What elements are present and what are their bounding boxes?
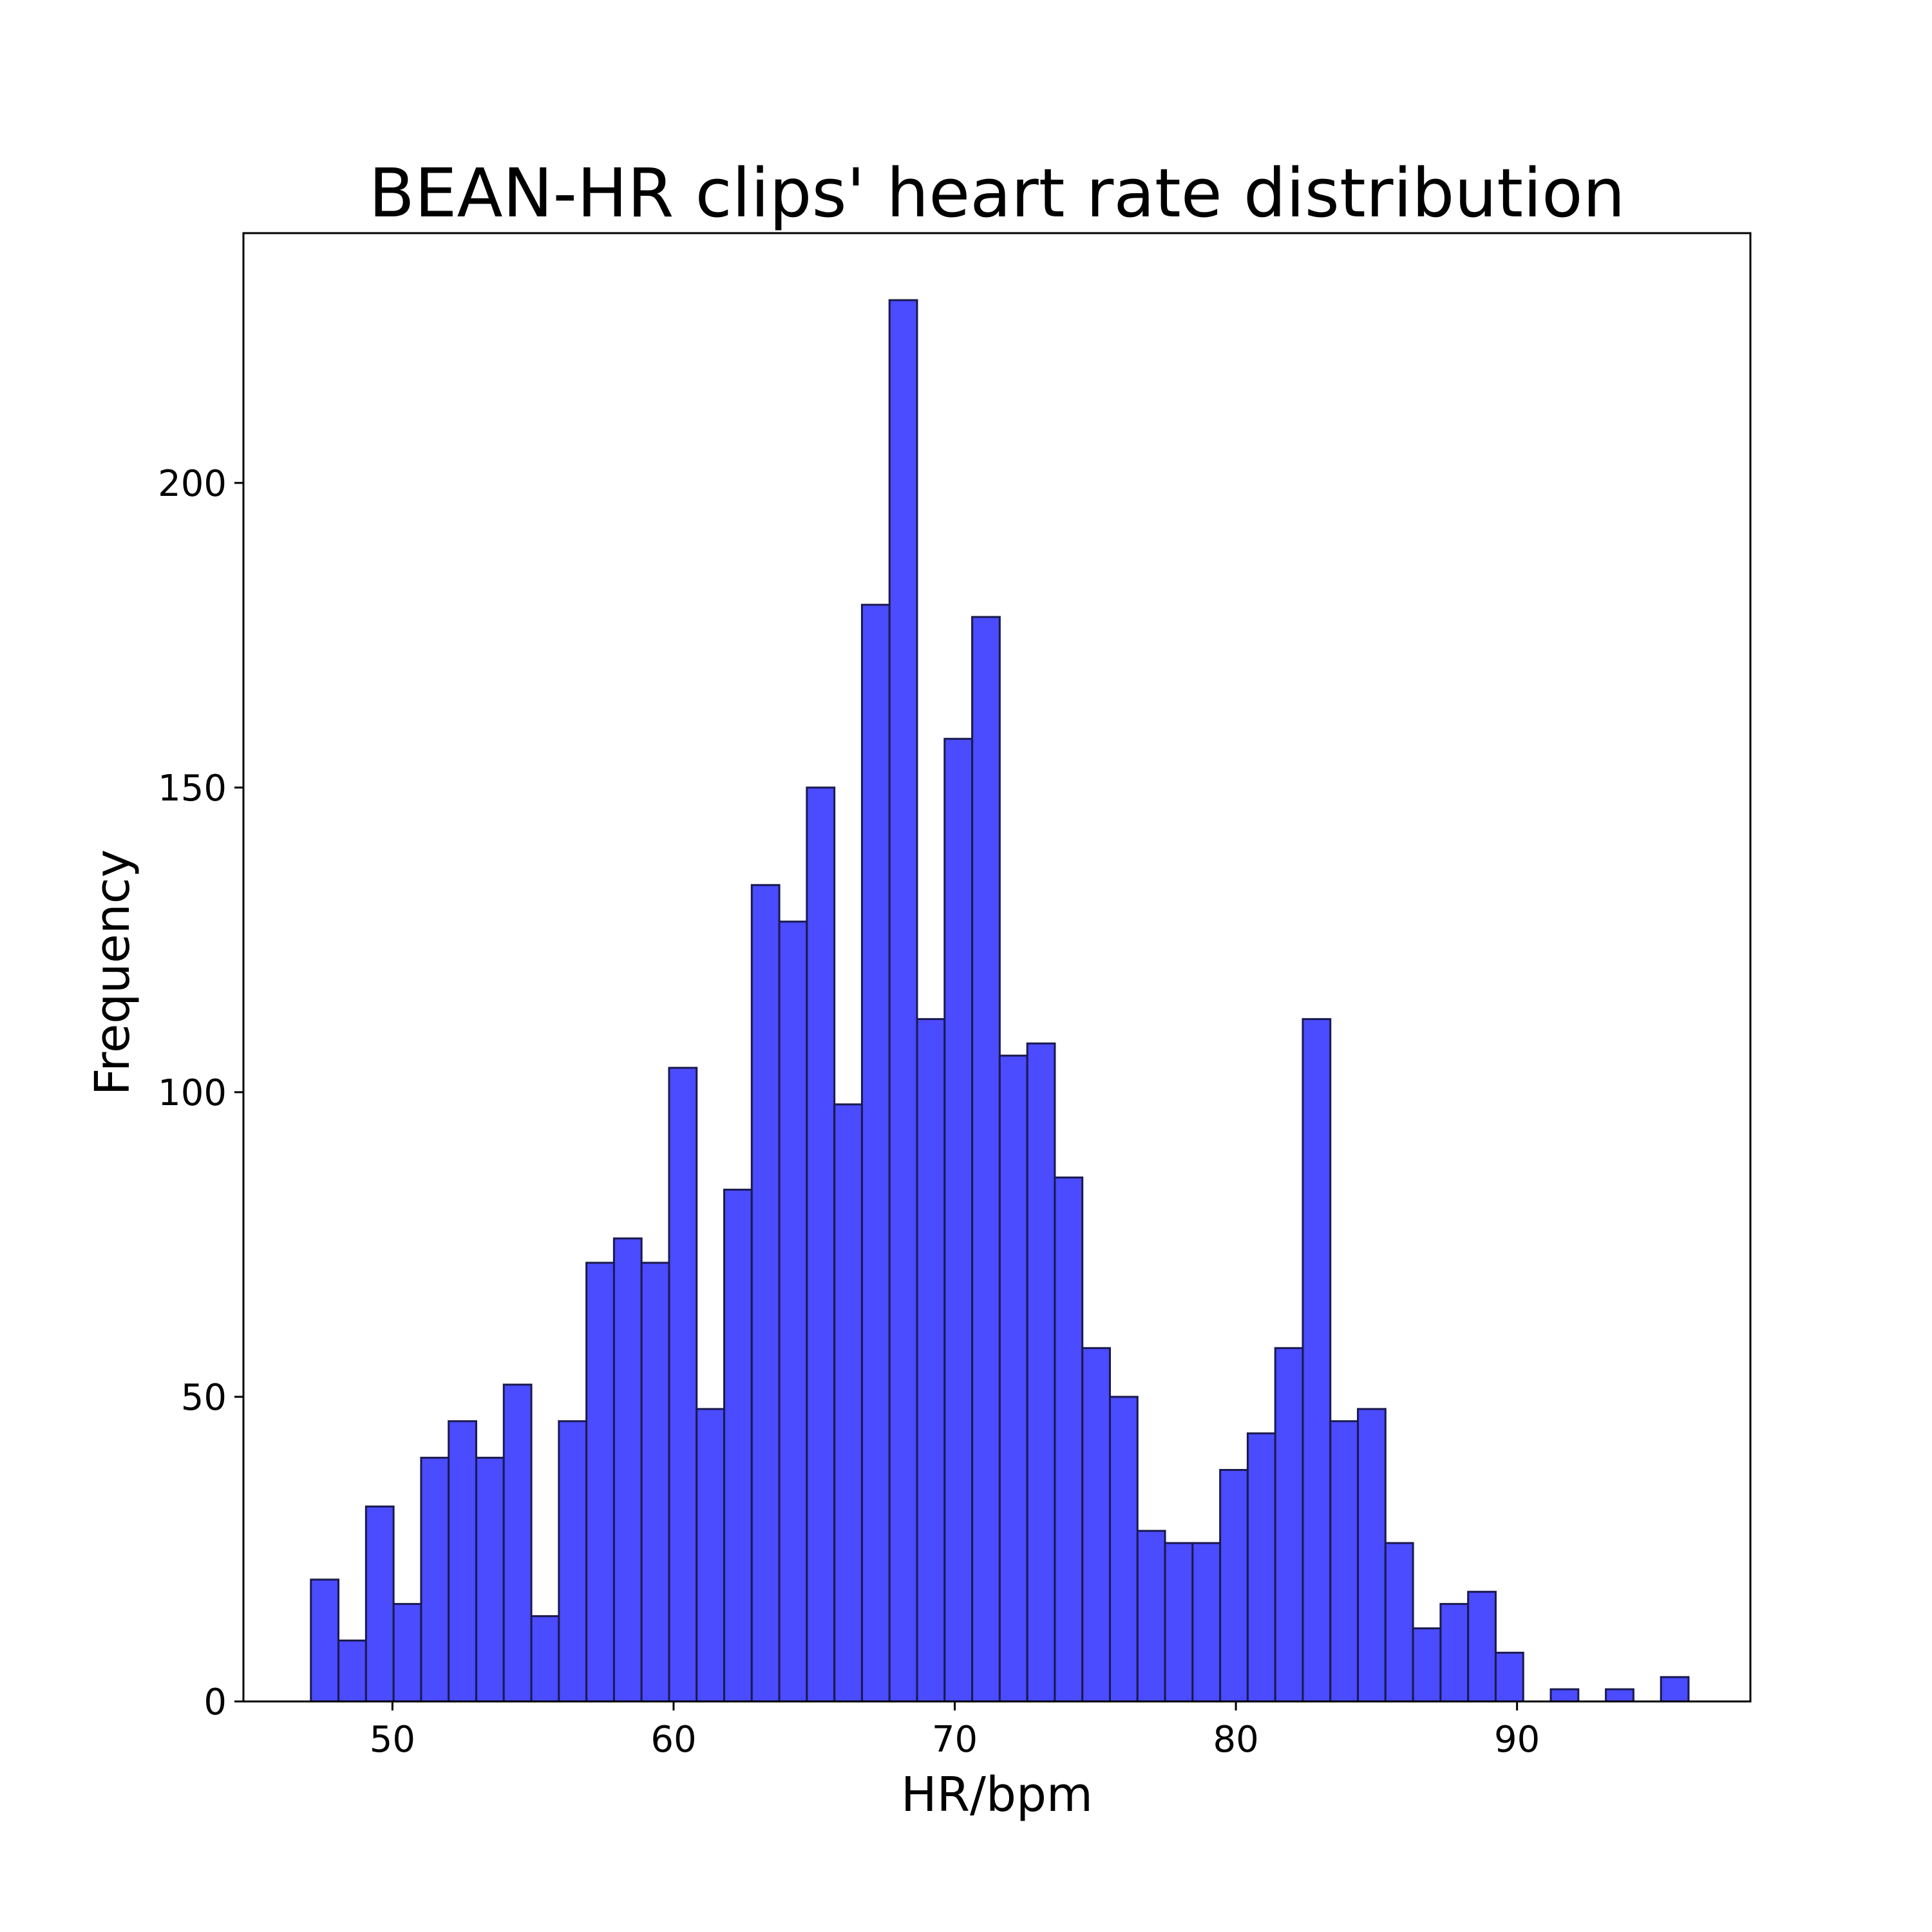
bars-group bbox=[310, 299, 1690, 1703]
histogram-bar bbox=[612, 1237, 643, 1703]
histogram-bar bbox=[1109, 1396, 1139, 1703]
x-tick-label: 50 bbox=[370, 1719, 415, 1761]
y-tick-label: 100 bbox=[158, 1072, 227, 1114]
histogram-bar bbox=[1605, 1688, 1634, 1703]
histogram-bar bbox=[806, 786, 836, 1703]
histogram-bar bbox=[943, 737, 974, 1703]
histogram-bar bbox=[1660, 1676, 1690, 1703]
x-tick-label: 60 bbox=[650, 1719, 696, 1761]
histogram-bar bbox=[778, 920, 808, 1703]
histogram-bar bbox=[475, 1457, 505, 1703]
y-tick-label: 50 bbox=[181, 1377, 227, 1419]
histogram-bar bbox=[1384, 1542, 1414, 1703]
histogram-bar bbox=[585, 1262, 615, 1703]
x-tick-label: 70 bbox=[932, 1719, 978, 1761]
histogram-bar bbox=[1136, 1530, 1166, 1703]
plot-frame bbox=[242, 232, 1752, 1703]
x-axis-label: HR/bpm bbox=[901, 1767, 1093, 1823]
histogram-bar bbox=[888, 299, 918, 1703]
histogram-bar bbox=[1219, 1468, 1249, 1703]
histogram-bar bbox=[1329, 1420, 1359, 1703]
histogram-bar bbox=[1054, 1176, 1084, 1703]
histogram-bar bbox=[1302, 1018, 1332, 1703]
histogram-bar bbox=[1164, 1542, 1194, 1703]
y-axis-label: Frequency bbox=[85, 849, 140, 1095]
histogram-bar bbox=[971, 616, 1001, 1703]
histogram-bar bbox=[1357, 1408, 1387, 1703]
histogram-bar bbox=[420, 1457, 450, 1703]
histogram-bar bbox=[668, 1066, 698, 1703]
x-tick-label: 80 bbox=[1213, 1719, 1258, 1761]
y-tick-label: 200 bbox=[158, 463, 227, 505]
histogram-bar bbox=[640, 1262, 670, 1703]
histogram-bar bbox=[310, 1578, 340, 1703]
histogram-bar bbox=[1081, 1347, 1112, 1703]
histogram-bar bbox=[860, 603, 891, 1703]
histogram-bar bbox=[1549, 1688, 1580, 1703]
histogram-bar bbox=[337, 1639, 367, 1703]
y-tick-label: 150 bbox=[158, 768, 227, 810]
histogram-bar bbox=[448, 1420, 477, 1703]
histogram-bar bbox=[750, 884, 781, 1703]
y-tick-label: 0 bbox=[204, 1681, 227, 1723]
histogram-bar bbox=[392, 1603, 422, 1703]
histogram-bar bbox=[1494, 1651, 1524, 1703]
y-axis: 0 50 100 150 200 bbox=[158, 463, 243, 1723]
histogram-bar bbox=[502, 1383, 533, 1703]
histogram-bar bbox=[1467, 1591, 1497, 1703]
histogram-bar bbox=[696, 1408, 726, 1703]
histogram-bar bbox=[1191, 1542, 1222, 1703]
histogram-bar bbox=[1026, 1042, 1056, 1703]
histogram-bar bbox=[1439, 1603, 1470, 1703]
histogram-bar bbox=[916, 1018, 946, 1703]
histogram-bar bbox=[723, 1188, 753, 1703]
histogram-bar bbox=[530, 1615, 560, 1703]
histogram-bar bbox=[365, 1505, 395, 1703]
histogram-bar bbox=[1412, 1627, 1442, 1703]
histogram-bar bbox=[998, 1054, 1028, 1703]
x-tick-label: 90 bbox=[1494, 1719, 1540, 1761]
chart-title: BEAN-HR clips' heart rate distribution bbox=[368, 154, 1625, 232]
x-axis: 50 60 70 80 90 bbox=[370, 1701, 1540, 1761]
histogram-bar bbox=[1274, 1347, 1304, 1703]
histogram-bar bbox=[1246, 1432, 1276, 1703]
histogram-bar bbox=[833, 1103, 863, 1703]
histogram-bar bbox=[558, 1420, 588, 1703]
